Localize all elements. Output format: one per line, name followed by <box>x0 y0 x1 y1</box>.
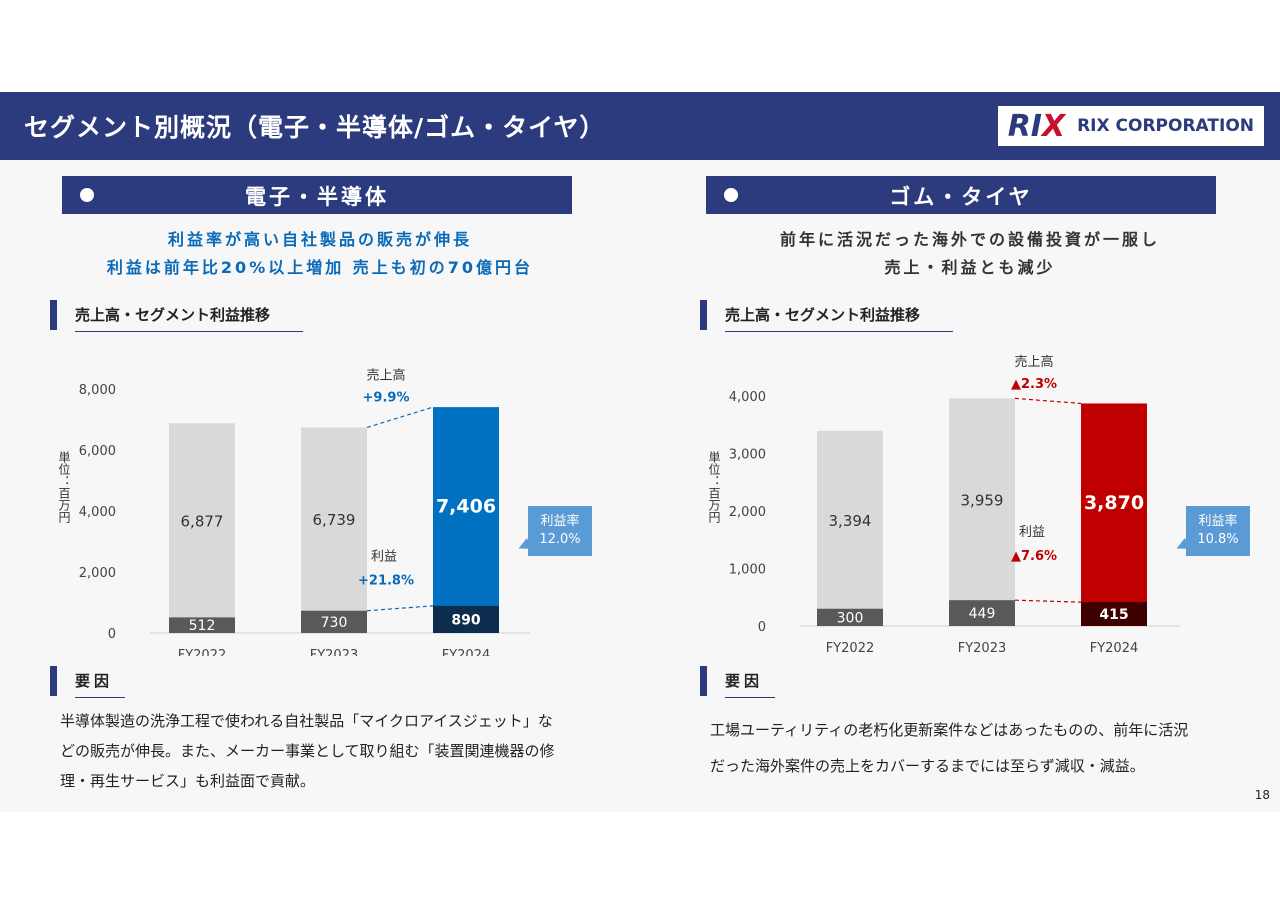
segment-title: 電子・半導体 <box>245 185 389 209</box>
sales-bar <box>169 423 235 633</box>
rubber-tire-panel: ゴム・タイヤ 前年に活況だった海外での設備投資が一服し 売上・利益とも減少 売上… <box>700 176 1280 796</box>
profit-value-label: 415 <box>1099 607 1128 623</box>
x-tick-label: FY2024 <box>1090 641 1139 656</box>
y-tick-label: 4,000 <box>79 505 116 520</box>
margin-callout: 利益率 10.8% <box>1186 506 1250 556</box>
sales-value-label: 3,959 <box>961 491 1004 509</box>
y-tick-label: 3,000 <box>729 448 766 463</box>
electronics-panel: 電子・半導体 利益率が高い自社製品の販売が伸長 利益は前年比20%以上増加 売上… <box>50 176 630 796</box>
callout-label: 利益率 <box>1198 514 1238 529</box>
profit-bar <box>169 617 235 633</box>
bullet-icon <box>724 188 738 202</box>
slide: セグメント別概況（電子・半導体/ゴム・タイヤ） RIX RIX CORPORAT… <box>0 92 1280 812</box>
sales-change-value: +9.9% <box>363 390 410 405</box>
profit-change-label: 利益 <box>371 550 397 565</box>
factor-line: どの販売が伸長。また、メーカー事業として取り組む「装置関連機器の修 <box>60 742 555 760</box>
profit-change-connector <box>1014 599 1082 603</box>
x-tick-label: FY2024 <box>442 648 491 656</box>
profit-change-connector <box>366 605 434 612</box>
sales-change-value: ▲2.3% <box>1011 377 1057 392</box>
x-tick-label: FY2023 <box>958 641 1007 656</box>
y-axis-label: 単位：百万円 <box>57 451 71 523</box>
factor-text: 工場ユーティリティの老朽化更新案件などはあったものの、前年に活況 だった海外案件… <box>710 712 1240 784</box>
headline: 利益率が高い自社製品の販売が伸長 利益は前年比20%以上増加 売上も初の70億円… <box>50 226 590 282</box>
factor-text: 半導体製造の洗浄工程で使われる自社製品「マイクロアイスジェット」な どの販売が伸… <box>60 706 590 796</box>
chart-subhead: 売上高・セグメント利益推移 <box>50 300 270 330</box>
sales-change-label: 売上高 <box>366 367 405 383</box>
sales-value-label: 3,394 <box>829 512 872 530</box>
y-tick-label: 4,000 <box>729 390 766 405</box>
electronics-sales-profit-chart: 単位：百万円 0 2,000 4,000 6,000 8,000 6,877 512 FY202… <box>57 367 530 656</box>
y-tick-label: 8,000 <box>79 383 116 398</box>
headline-line: 利益率が高い自社製品の販売が伸長 <box>167 230 472 249</box>
factor-underline <box>725 697 775 698</box>
x-tick-label: FY2022 <box>826 641 875 656</box>
factor-line: 理・再生サービス」も利益面で貢献。 <box>60 772 316 790</box>
page-number: 18 <box>1254 788 1270 802</box>
sales-value-label: 3,870 <box>1084 492 1144 514</box>
y-tick-label: 6,000 <box>79 444 116 459</box>
profit-bar <box>301 610 367 633</box>
logo-mark: RIX <box>1007 108 1066 144</box>
sales-bar <box>1081 403 1147 626</box>
y-axis-label: 単位：百万円 <box>707 451 721 523</box>
factor-line: 工場ユーティリティの老朽化更新案件などはあったものの、前年に活況 <box>710 721 1189 739</box>
callout-value: 12.0% <box>539 532 581 547</box>
profit-value-label: 300 <box>837 610 864 626</box>
profit-value-label: 730 <box>321 615 348 631</box>
margin-callout: 利益率 12.0% <box>528 506 592 556</box>
factor-heading: 要因 <box>700 666 763 696</box>
sales-value-label: 7,406 <box>436 495 496 517</box>
chart-subhead: 売上高・セグメント利益推移 <box>700 300 920 330</box>
profit-value-label: 449 <box>969 606 996 622</box>
factor-line: 半導体製造の洗浄工程で使われる自社製品「マイクロアイスジェット」な <box>60 712 553 730</box>
factor-underline <box>75 697 125 698</box>
x-tick-label: FY2022 <box>178 648 227 656</box>
subhead-underline <box>725 331 953 332</box>
segment-title: ゴム・タイヤ <box>889 185 1033 209</box>
profit-change-value: +21.8% <box>358 574 414 589</box>
y-tick-label: 0 <box>758 620 766 635</box>
profit-bar <box>433 605 499 633</box>
segment-header: ゴム・タイヤ <box>706 176 1216 214</box>
profit-value-label: 890 <box>451 612 480 628</box>
subhead-underline <box>75 331 303 332</box>
x-tick-label: FY2023 <box>310 648 359 656</box>
segment-header: 電子・半導体 <box>62 176 572 214</box>
bullet-icon <box>80 188 94 202</box>
profit-change-label: 利益 <box>1019 525 1045 540</box>
factor-heading: 要因 <box>50 666 113 696</box>
page-title: セグメント別概況（電子・半導体/ゴム・タイヤ） <box>24 113 606 142</box>
callout-label: 利益率 <box>540 514 580 529</box>
title-bar: セグメント別概況（電子・半導体/ゴム・タイヤ） RIX RIX CORPORAT… <box>0 92 1280 160</box>
logo-text: RIX CORPORATION <box>1077 116 1254 136</box>
sales-value-label: 6,877 <box>181 512 224 530</box>
profit-bar <box>817 608 883 626</box>
profit-value-label: 512 <box>189 618 216 634</box>
profit-change-value: ▲7.6% <box>1011 549 1057 564</box>
sales-change-connector <box>1014 397 1082 405</box>
y-tick-label: 2,000 <box>729 505 766 520</box>
y-tick-label: 0 <box>108 627 116 642</box>
sales-bar <box>817 430 883 626</box>
company-logo: RIX RIX CORPORATION <box>997 106 1264 146</box>
headline-line: 前年に活況だった海外での設備投資が一服し <box>779 230 1160 249</box>
sales-value-label: 6,739 <box>313 511 356 529</box>
sales-change-label: 売上高 <box>1014 354 1053 370</box>
sales-bar <box>433 407 499 633</box>
y-tick-label: 2,000 <box>79 566 116 581</box>
sales-change-connector <box>366 406 434 429</box>
sales-bar <box>949 398 1015 626</box>
profit-bar <box>949 600 1015 626</box>
y-tick-label: 1,000 <box>729 563 766 578</box>
headline-line: 利益は前年比20%以上増加 売上も初の70億円台 <box>106 258 534 277</box>
rubber-tire-sales-profit-chart: 単位：百万円 0 1,000 2,000 3,000 4,000 3,394 300 FY202… <box>707 354 1180 656</box>
sales-bar <box>301 427 367 633</box>
headline-line: 売上・利益とも減少 <box>884 258 1056 277</box>
callout-value: 10.8% <box>1197 532 1239 547</box>
headline: 前年に活況だった海外での設備投資が一服し 売上・利益とも減少 <box>700 226 1240 282</box>
factor-line: だった海外案件の売上をカバーするまでには至らず減収・減益。 <box>710 757 1145 775</box>
profit-bar <box>1081 602 1147 626</box>
